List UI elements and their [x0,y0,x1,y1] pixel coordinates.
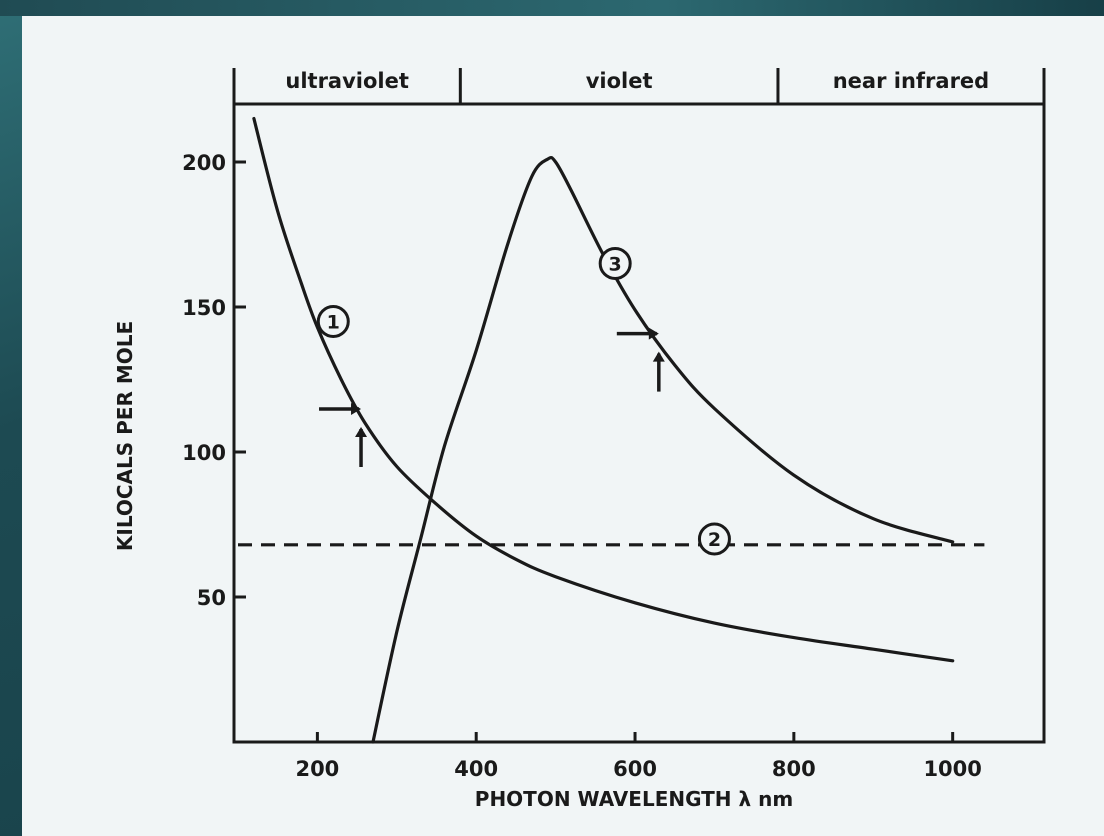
slide-panel: ultraviolet violet near infrared 200 400 600… [22,16,1104,836]
band-label: violet [586,69,653,93]
x-tick-label: 1000 [923,757,981,781]
arrow-head [652,351,665,362]
curve-label-circle [316,305,350,338]
curve-label-text: 2 [708,529,721,551]
y-tick-label: 200 [182,151,226,175]
x-tick-label: 600 [613,757,657,781]
band-label: near infrared [833,69,989,93]
x-tick-label: 800 [772,757,816,781]
series-line-1 [252,116,955,663]
x-tick-label: 400 [454,757,498,781]
energy-wavelength-chart: ultraviolet violet near infrared 200 400 600… [113,68,1046,811]
curve-label-1: 1 [316,305,350,338]
slide-top-bar [0,0,1104,16]
curve-label-text: 1 [327,312,340,334]
plot-frame [232,102,1046,744]
y-tick-label: 150 [182,296,226,320]
curve-label-2: 2 [697,522,731,556]
x-axis-ticks: 200 400 600 800 1000 [295,732,982,781]
spectral-bands: ultraviolet violet near infrared [232,68,1046,104]
curve-label-text: 3 [609,254,622,276]
curve-label-circle [598,247,632,280]
arrow-markers [319,327,665,467]
x-tick-label: 200 [295,757,339,781]
curve-label-circle [697,522,731,556]
series-line-3 [371,155,955,744]
arrow-head [355,427,368,437]
arrow-marker [319,403,368,467]
y-axis-ticks: 50 100 150 200 [182,151,246,610]
curve-labels: 1 2 3 [316,247,731,556]
arrow-head [648,327,659,340]
y-tick-label: 50 [197,586,226,610]
arrow-marker [616,327,665,392]
y-tick-label: 100 [182,441,226,465]
x-axis-title: PHOTON WAVELENGTH λ nm [475,787,793,811]
series-lines [238,116,985,744]
y-axis-title: KILOCALS PER MOLE [113,321,137,551]
arrow-head [351,403,362,415]
band-label: ultraviolet [285,69,409,93]
curve-label-3: 3 [598,247,632,280]
